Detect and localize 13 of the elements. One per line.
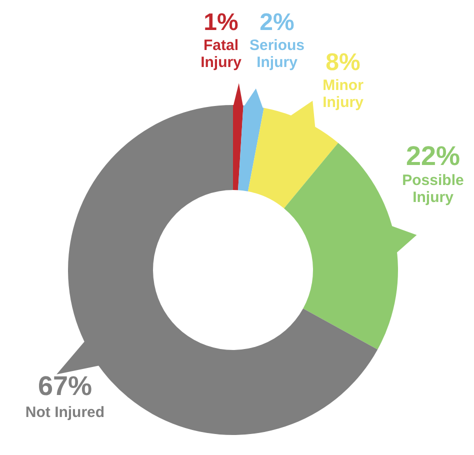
donut-slice [233, 105, 244, 190]
data-label: 67% [38, 371, 92, 401]
slice-label: Fatal Injury [200, 37, 242, 71]
data-label: 8% [326, 49, 360, 76]
slice-label: Not Injured [25, 404, 105, 421]
donut-slice [238, 105, 264, 192]
donut-slice [284, 142, 398, 350]
slice-label: Serious Injury [249, 37, 305, 71]
data-label: 22% [406, 141, 460, 171]
data-label: 2% [260, 9, 294, 36]
data-label: 1% [204, 9, 238, 36]
slice-label: Minor Injury [322, 77, 364, 111]
slice-label: Possible Injury [402, 172, 464, 206]
